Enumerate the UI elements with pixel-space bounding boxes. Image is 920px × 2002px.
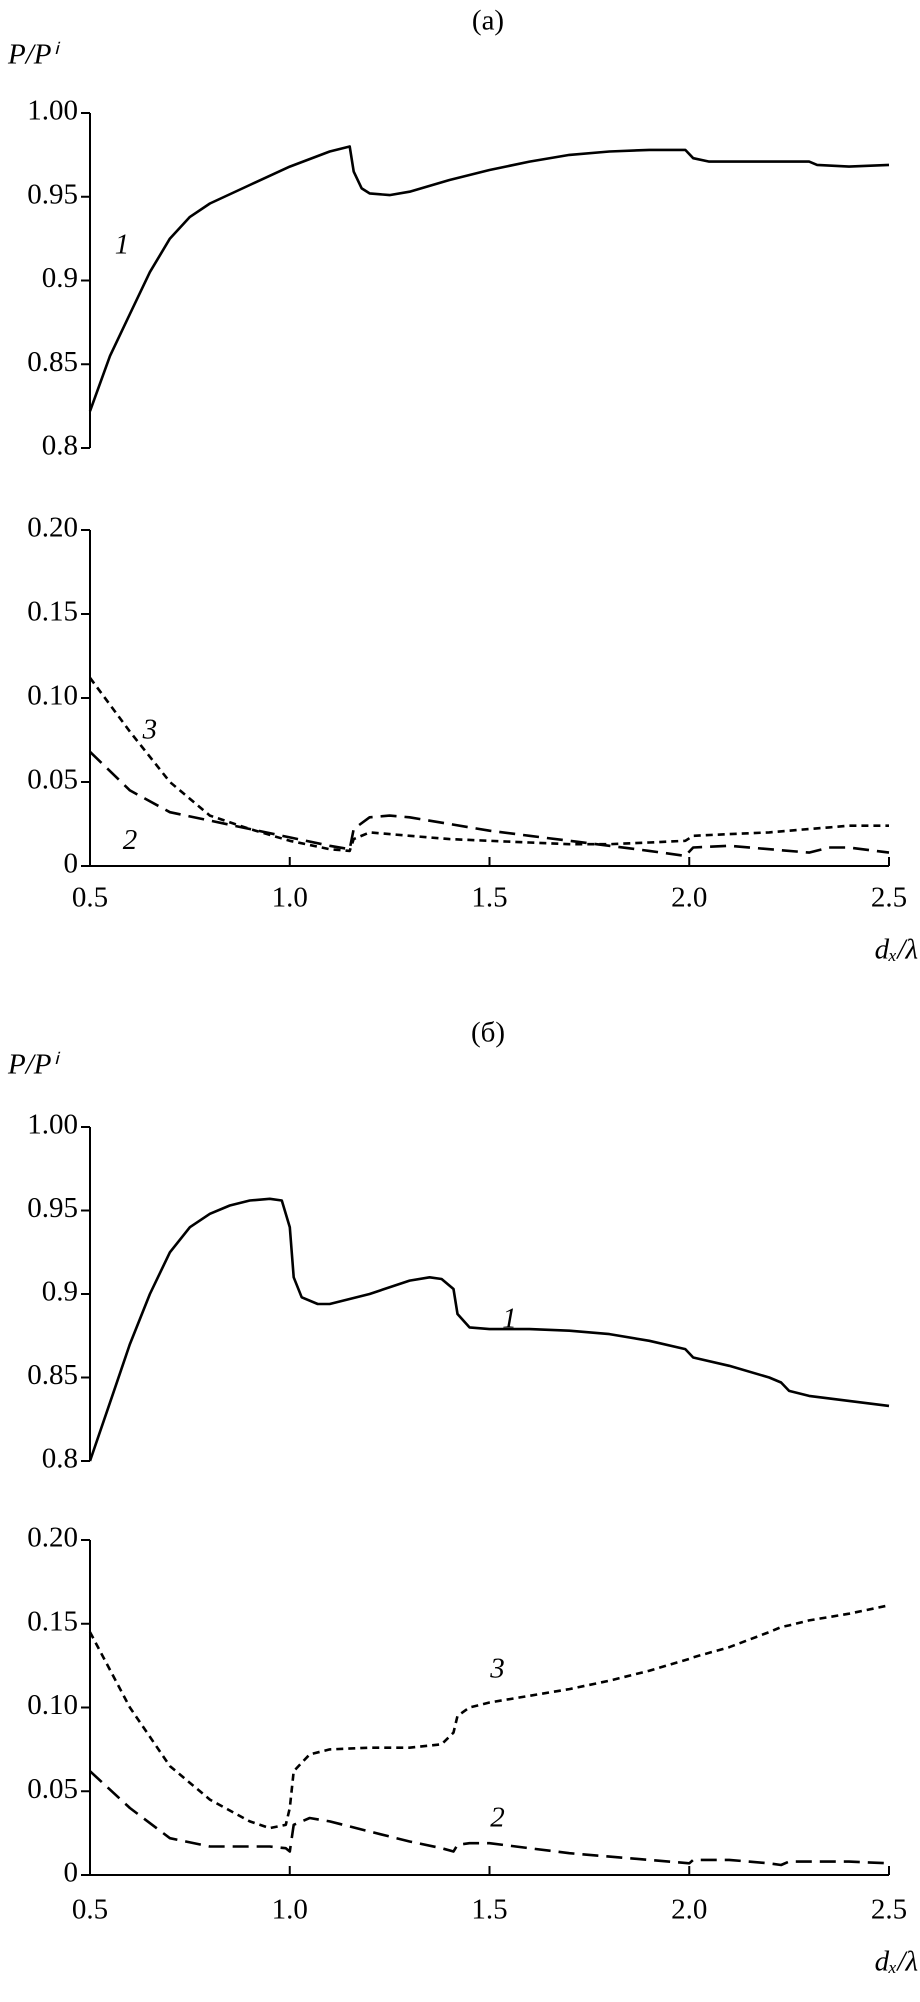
y-tick-label: 0.10 — [27, 1689, 78, 1721]
curve — [88, 145, 890, 412]
y-tick-label: 0.10 — [27, 680, 78, 712]
x-tick-label: 2.5 — [871, 1894, 907, 1926]
x-tick-label: 1.5 — [471, 882, 507, 914]
curve-label: 1 — [115, 229, 130, 261]
x-tick-label: 2.5 — [871, 882, 907, 914]
y-tick-label: 0.05 — [27, 1773, 78, 1805]
y-tick-label: 0.15 — [27, 1605, 78, 1637]
y-axis-label: P/Pⁱ — [7, 1049, 60, 1081]
x-tick-label: 1.5 — [471, 1894, 507, 1926]
y-tick-label: 0.05 — [27, 764, 78, 796]
y-tick-label: 0 — [64, 848, 79, 880]
curve — [88, 677, 889, 853]
x-tick-label: 1.0 — [272, 882, 308, 914]
panel-title: (a) — [472, 5, 504, 37]
x-tick-label: 1.0 — [272, 1894, 308, 1926]
y-tick-label: 0.95 — [27, 178, 78, 210]
y-tick-label: 0.8 — [42, 1443, 78, 1475]
y-tick-label: 1.00 — [27, 1109, 78, 1141]
y-tick-label: 1.00 — [27, 95, 78, 127]
x-axis-label: dₓ/λ — [875, 1946, 918, 1978]
y-tick-label: 0.15 — [27, 596, 78, 628]
curve — [88, 1604, 890, 1830]
y-tick-label: 0.8 — [42, 430, 78, 462]
x-axis-label: dₓ/λ — [875, 934, 918, 966]
y-tick-label: 0.95 — [27, 1192, 78, 1224]
y-axis-label: P/Pⁱ — [7, 39, 60, 71]
y-tick-label: 0.9 — [42, 262, 78, 294]
curve — [88, 1197, 890, 1462]
x-tick-label: 2.0 — [671, 1894, 707, 1926]
x-tick-label: 2.0 — [671, 882, 707, 914]
y-tick-label: 0.85 — [27, 346, 78, 378]
y-tick-label: 0.20 — [27, 512, 78, 544]
curve-label: 3 — [489, 1652, 505, 1684]
y-tick-label: 0.85 — [27, 1359, 78, 1391]
curve — [89, 750, 890, 858]
x-tick-label: 0.5 — [72, 1894, 108, 1926]
y-tick-label: 0 — [64, 1857, 79, 1889]
curve-label: 2 — [123, 824, 138, 856]
x-tick-label: 0.5 — [72, 882, 108, 914]
curve-label: 3 — [142, 713, 158, 745]
curve — [89, 1770, 890, 1867]
y-tick-label: 0.20 — [27, 1522, 78, 1554]
curve-label: 2 — [490, 1801, 505, 1833]
curve-label: 1 — [502, 1302, 517, 1334]
panel-title: (б) — [471, 1017, 505, 1049]
y-tick-label: 0.9 — [42, 1276, 78, 1308]
